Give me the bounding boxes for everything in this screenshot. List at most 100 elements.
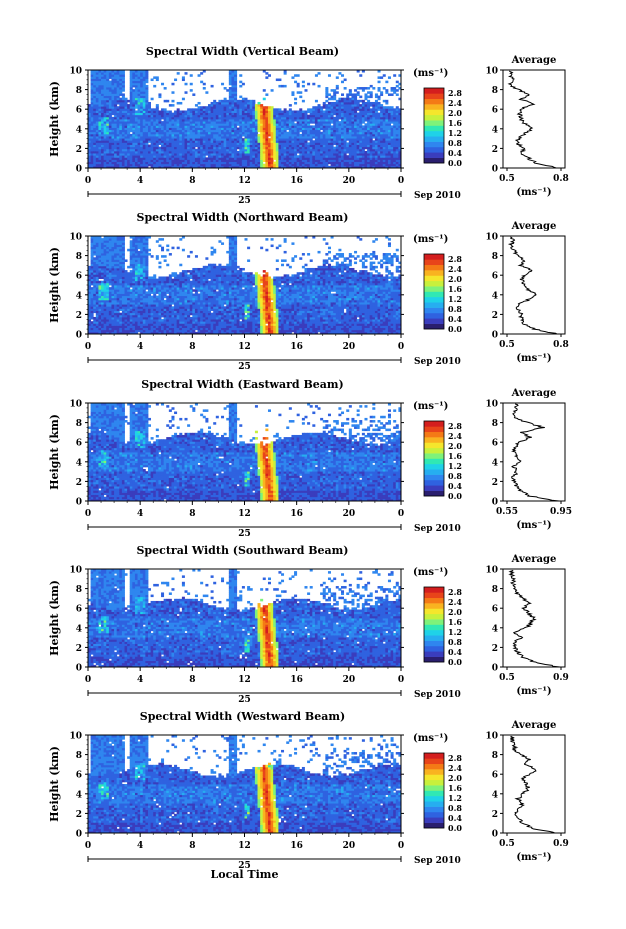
colorbar-tick-label: 0.4 (448, 314, 462, 324)
colorbar-segment (424, 307, 444, 314)
x-tick-label: 0 (85, 176, 91, 186)
colorbar-segment (424, 769, 444, 775)
profile-x-tick-label: 0.5 (499, 839, 515, 849)
colorbar-tick-label: 0.4 (448, 148, 462, 158)
x-tick-label: 4 (137, 675, 143, 685)
x-axis-label: Local Time (211, 868, 279, 881)
colorbar (424, 421, 444, 497)
x-tick-label: 16 (290, 509, 303, 519)
date-day: 25 (238, 529, 251, 539)
panel-title: Spectral Width (Southward Beam) (136, 544, 348, 557)
profile-y-tick-label: 6 (492, 106, 498, 116)
panel-title: Spectral Width (Northward Beam) (137, 211, 349, 224)
profile-x-tick-label: 0.8 (553, 174, 569, 184)
colorbar-tick-label: 1.6 (448, 617, 462, 627)
colorbar-segment (424, 136, 444, 142)
colorbar-segment (424, 603, 444, 609)
colorbar-unit: (ms⁻¹) (413, 68, 448, 79)
colorbar-segment (424, 640, 444, 647)
y-tick-label: 0 (76, 331, 82, 341)
y-tick-label: 4 (76, 624, 82, 634)
colorbar-segment (424, 109, 444, 116)
x-tick-label: 0 (398, 675, 404, 685)
profile-y-tick-label: 8 (492, 86, 498, 96)
profile-y-tick-label: 2 (492, 644, 498, 654)
y-tick-label: 6 (76, 771, 82, 781)
y-axis-label: Height (km) (48, 580, 61, 656)
colorbar-segment (424, 141, 444, 148)
colorbar-segment (424, 485, 444, 491)
profile-y-tick-label: 6 (492, 605, 498, 615)
colorbar-segment (424, 587, 444, 593)
profile-y-tick-label: 0 (492, 331, 498, 341)
x-tick-label: 20 (343, 342, 356, 352)
profile-frame (502, 402, 566, 502)
colorbar-segment (424, 120, 444, 126)
colorbar-segment (424, 790, 444, 797)
colorbar-tick-label: 1.6 (448, 284, 462, 294)
colorbar-segment (424, 758, 444, 765)
x-tick-label: 20 (343, 675, 356, 685)
colorbar-tick-label: 0.0 (448, 324, 462, 334)
profile-x-tick-label: 0.95 (550, 507, 572, 517)
colorbar-frame (423, 420, 445, 497)
y-tick-label: 8 (76, 86, 82, 96)
x-tick-label: 4 (137, 509, 143, 519)
colorbar-segment (424, 318, 444, 324)
profile-x-tick-label: 0.5 (499, 174, 515, 184)
y-tick-label: 10 (69, 566, 82, 576)
colorbar-segment (424, 426, 444, 433)
colorbar-segment (424, 597, 444, 604)
colorbar-tick-label: 2.0 (448, 108, 462, 118)
colorbar-segment (424, 146, 444, 153)
colorbar-tick-label: 1.6 (448, 451, 462, 461)
x-tick-label: 12 (238, 342, 251, 352)
profile-y-tick-label: 8 (492, 419, 498, 429)
colorbar-tick-label: 0.4 (448, 813, 462, 823)
colorbar-tick-label: 2.4 (448, 264, 462, 274)
date-label: Sep 2010 (414, 357, 461, 367)
colorbar-segment (424, 114, 444, 121)
colorbar-segment (424, 774, 444, 781)
y-tick-label: 8 (76, 751, 82, 761)
colorbar-tick-label: 1.2 (448, 128, 462, 138)
x-tick-label: 0 (398, 176, 404, 186)
colorbar-tick-label: 2.0 (448, 441, 462, 451)
colorbar-segment (424, 323, 444, 330)
colorbar-tick-label: 0.0 (448, 158, 462, 168)
colorbar-tick-label: 1.2 (448, 793, 462, 803)
profile-x-tick-label: 0.55 (496, 507, 518, 517)
y-tick-label: 10 (69, 67, 82, 77)
profile-title: Average (511, 554, 557, 565)
y-axis-label: Height (km) (48, 81, 61, 157)
x-tick-label: 12 (238, 176, 251, 186)
profile-title: Average (511, 388, 557, 399)
x-tick-label: 8 (189, 841, 195, 851)
x-tick-label: 4 (137, 342, 143, 352)
profile-y-tick-label: 2 (492, 311, 498, 321)
colorbar-segment (424, 463, 444, 470)
x-tick-label: 8 (189, 509, 195, 519)
panel-title: Spectral Width (Westward Beam) (140, 710, 345, 723)
profile-title: Average (511, 221, 557, 232)
colorbar-tick-label: 1.2 (448, 461, 462, 471)
x-tick-label: 12 (238, 841, 251, 851)
heatmap (88, 70, 402, 169)
colorbar-segment (424, 431, 444, 438)
colorbar-tick-label: 0.8 (448, 637, 462, 647)
date-label: Sep 2010 (414, 690, 461, 700)
colorbar-tick-label: 1.6 (448, 783, 462, 793)
colorbar-segment (424, 469, 444, 475)
x-tick-label: 8 (189, 176, 195, 186)
colorbar-segment (424, 259, 444, 266)
profile-x-tick-label: 0.8 (553, 340, 569, 350)
date-label: Sep 2010 (414, 191, 461, 201)
profile-frame (502, 69, 566, 169)
x-tick-label: 0 (398, 509, 404, 519)
profile-y-tick-label: 4 (492, 790, 498, 800)
profile-y-tick-label: 8 (492, 751, 498, 761)
profile-y-tick-label: 10 (485, 233, 498, 243)
colorbar (424, 587, 444, 663)
colorbar-tick-label: 0.8 (448, 304, 462, 314)
